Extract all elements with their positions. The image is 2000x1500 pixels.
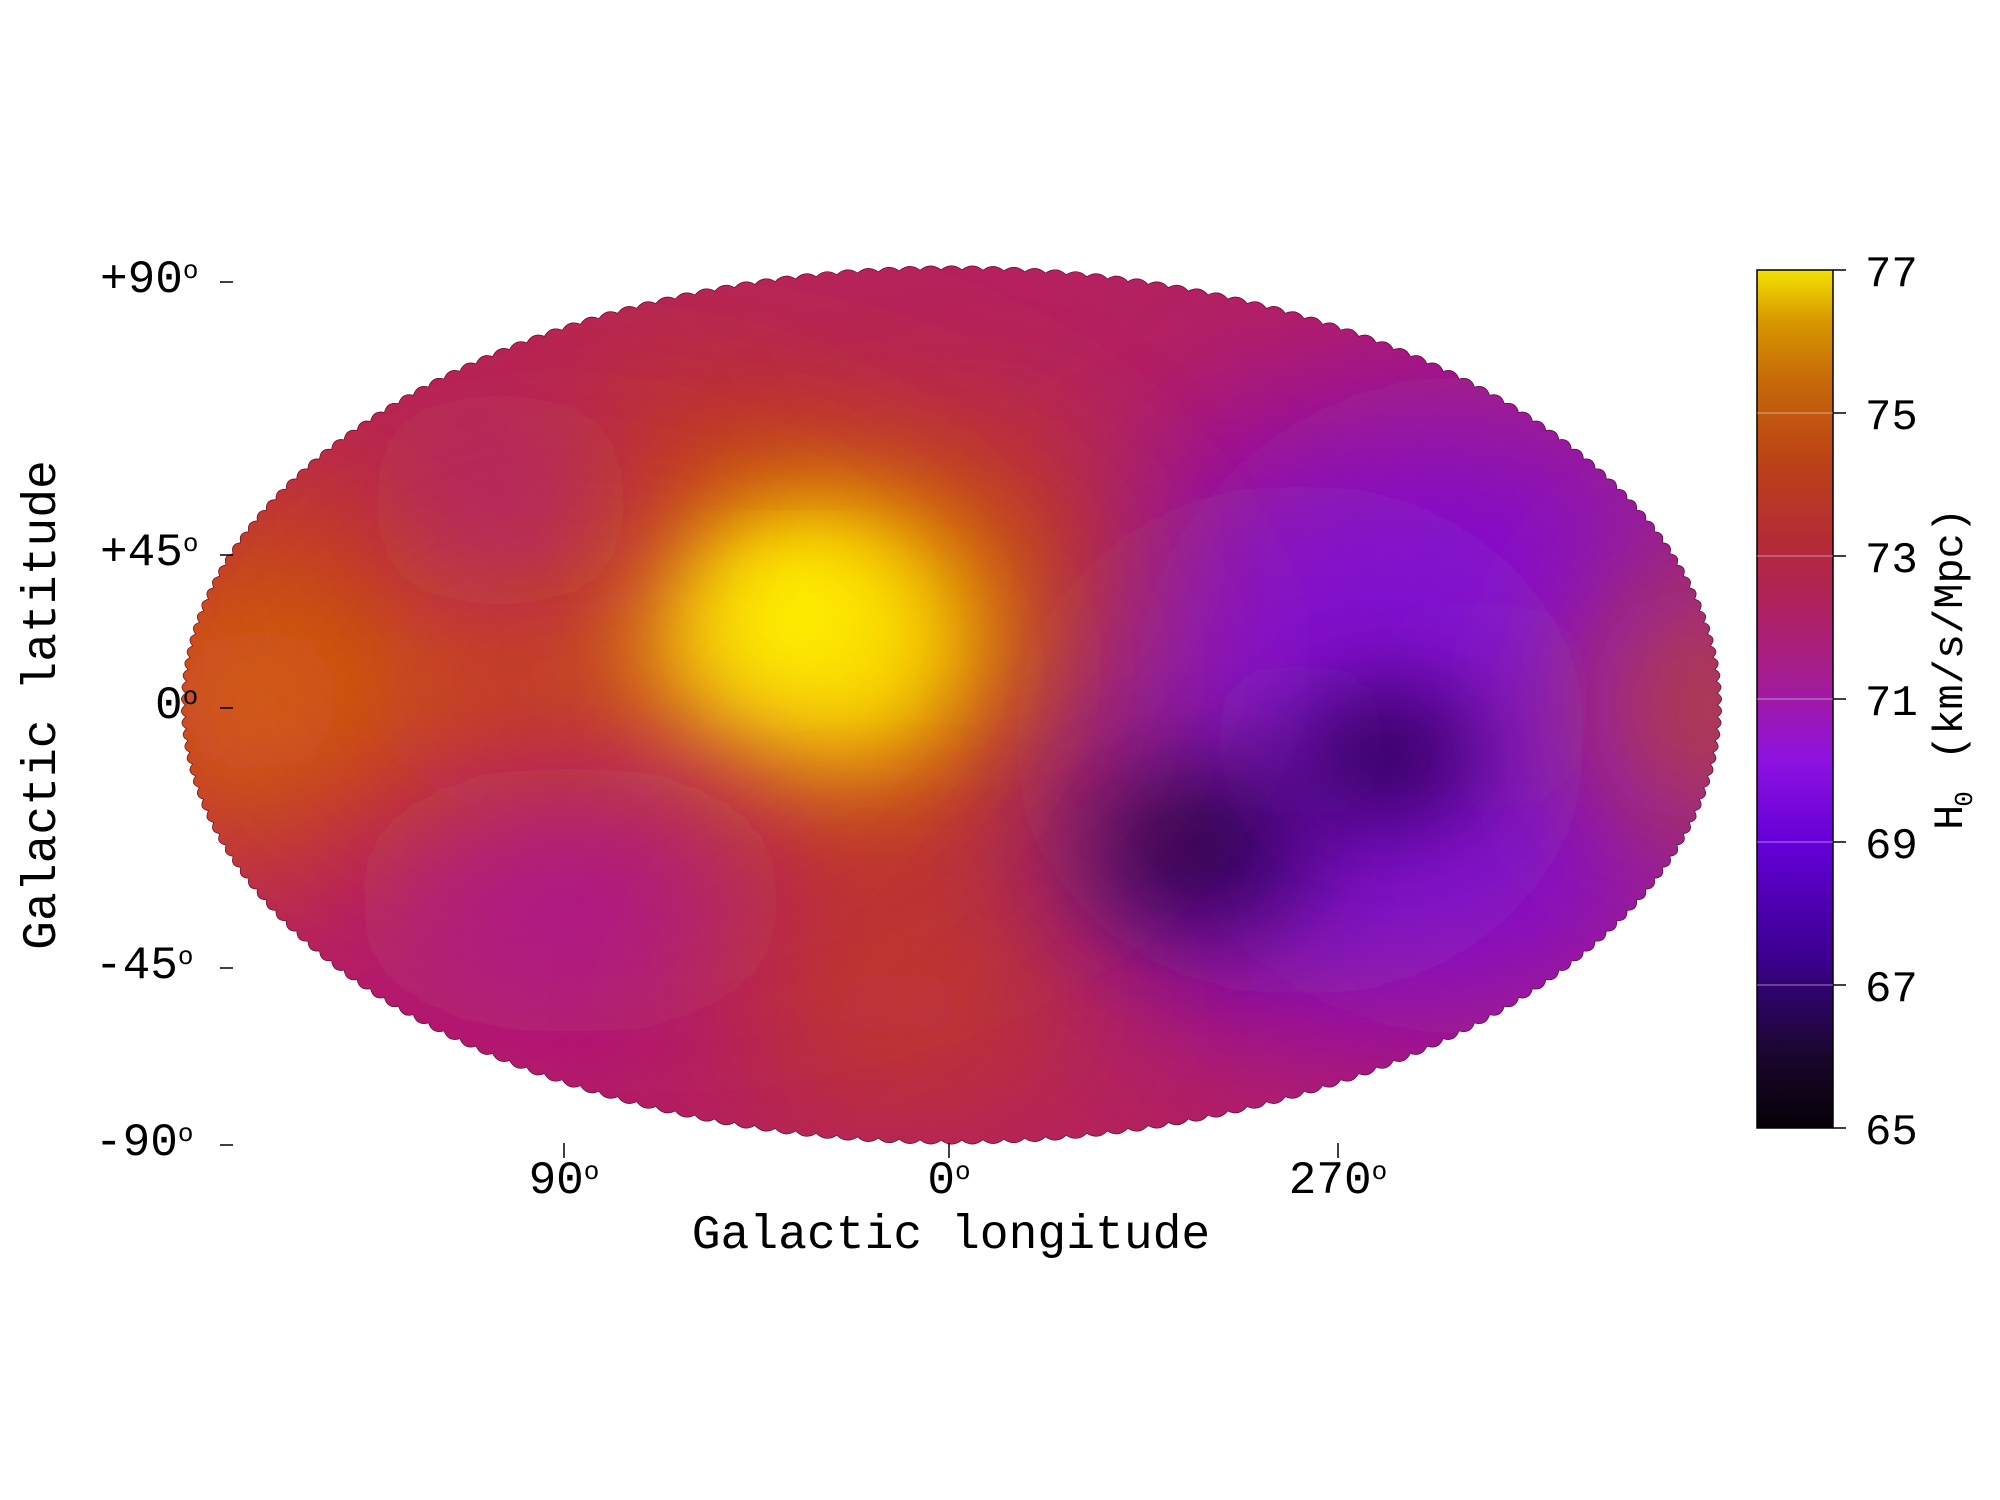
svg-text:65: 65 bbox=[1865, 1108, 1918, 1158]
svg-text:270o: 270o bbox=[1289, 1155, 1387, 1207]
svg-text:67: 67 bbox=[1865, 965, 1918, 1015]
svg-text:77: 77 bbox=[1865, 250, 1918, 300]
svg-text:H0 (km/s/Mpc): H0 (km/s/Mpc) bbox=[1927, 508, 1980, 830]
svg-text:71: 71 bbox=[1865, 679, 1918, 729]
svg-text:Galactic latitude: Galactic latitude bbox=[16, 460, 70, 950]
svg-text:+90o: +90o bbox=[100, 254, 198, 306]
svg-text:75: 75 bbox=[1865, 393, 1918, 443]
svg-text:+45o: +45o bbox=[100, 527, 198, 579]
svg-text:0o: 0o bbox=[927, 1155, 970, 1207]
svg-text:69: 69 bbox=[1865, 822, 1918, 872]
svg-text:Galactic longitude: Galactic longitude bbox=[692, 1209, 1210, 1263]
svg-text:90o: 90o bbox=[529, 1155, 600, 1207]
svg-text:73: 73 bbox=[1865, 536, 1918, 586]
svg-text:-90o: -90o bbox=[95, 1117, 193, 1169]
svg-text:-45o: -45o bbox=[95, 940, 193, 992]
